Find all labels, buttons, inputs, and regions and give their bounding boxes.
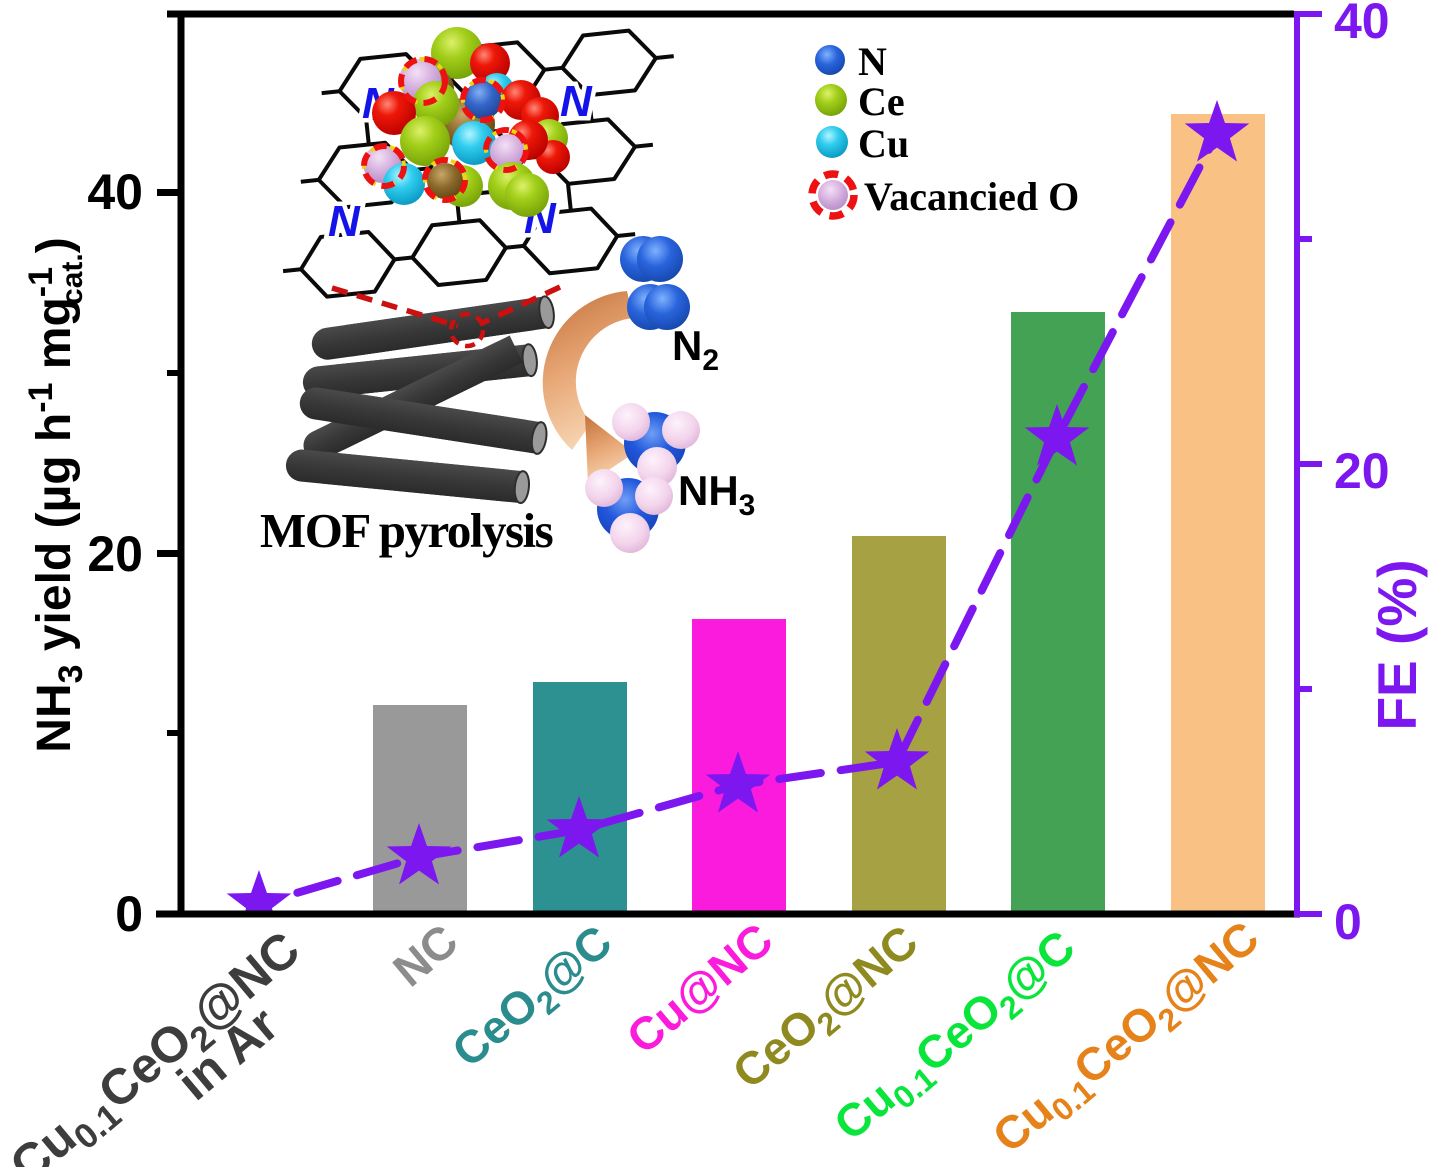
- svg-text:MOF pyrolysis: MOF pyrolysis: [260, 503, 553, 558]
- svg-text:40: 40: [87, 164, 143, 220]
- svg-text:N: N: [328, 197, 361, 246]
- svg-text:N2: N2: [672, 322, 719, 377]
- svg-text:20: 20: [1334, 443, 1390, 499]
- svg-text:0: 0: [1334, 894, 1362, 950]
- svg-text:20: 20: [87, 526, 143, 582]
- svg-text:Cu: Cu: [858, 121, 909, 166]
- svg-text:0: 0: [115, 886, 143, 942]
- svg-text:40: 40: [1334, 0, 1390, 49]
- svg-text:FE (%): FE (%): [1366, 559, 1428, 730]
- svg-text:N: N: [560, 77, 593, 126]
- svg-text:Vacancied O: Vacancied O: [864, 174, 1079, 219]
- svg-text:N: N: [858, 39, 887, 84]
- svg-text:Ce: Ce: [858, 79, 905, 124]
